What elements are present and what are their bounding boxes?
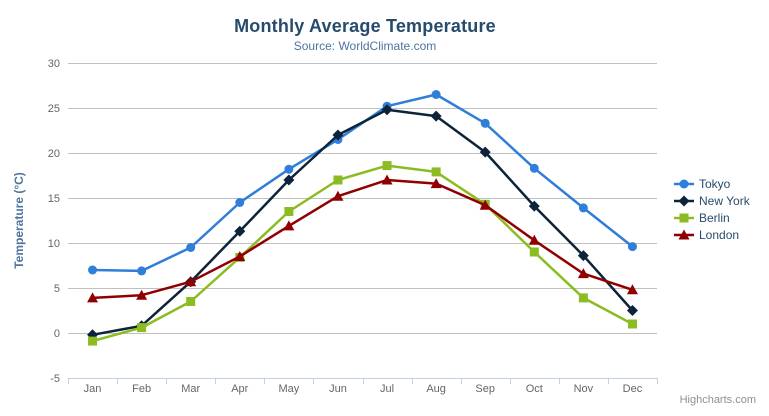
x-axis-label: Sep bbox=[475, 383, 495, 395]
legend-item-london[interactable]: London bbox=[674, 227, 750, 242]
series-line-berlin[interactable] bbox=[91, 164, 634, 343]
legend-label: New York bbox=[699, 193, 750, 208]
y-axis-label: 30 bbox=[48, 58, 60, 70]
series-marker-tokyo[interactable] bbox=[186, 243, 196, 252]
series-marker-tokyo[interactable] bbox=[431, 90, 441, 99]
series-marker-london[interactable] bbox=[136, 289, 148, 300]
x-axis-label: Apr bbox=[231, 383, 248, 395]
series-marker-london[interactable] bbox=[332, 190, 344, 201]
series-marker-berlin[interactable] bbox=[627, 319, 637, 329]
series-marker-london[interactable] bbox=[430, 178, 442, 189]
x-axis-label: Jan bbox=[84, 383, 102, 395]
legend: Tokyo New York Berlin London bbox=[674, 176, 750, 242]
y-axis-title: Temperature (°C) bbox=[12, 172, 26, 269]
chart-title: Monthly Average Temperature bbox=[234, 16, 496, 36]
y-axis-label: 0 bbox=[54, 328, 60, 340]
series-marker-new-york[interactable] bbox=[528, 200, 540, 212]
y-axis-label: 5 bbox=[54, 283, 60, 295]
y-axis-label: 15 bbox=[48, 193, 60, 205]
series-marker-berlin[interactable] bbox=[578, 293, 588, 303]
credits-link[interactable]: Highcharts.com bbox=[679, 394, 756, 406]
x-axis-label: Nov bbox=[574, 383, 594, 395]
series-marker-new-york[interactable] bbox=[430, 110, 442, 122]
series-marker-new-york[interactable] bbox=[577, 250, 589, 262]
series-marker-london[interactable] bbox=[381, 174, 393, 185]
legend-label: Berlin bbox=[699, 210, 730, 225]
series-marker-new-york[interactable] bbox=[283, 174, 295, 186]
series-marker-new-york[interactable] bbox=[479, 146, 491, 158]
series-marker-tokyo[interactable] bbox=[578, 203, 588, 213]
series-marker-berlin[interactable] bbox=[186, 297, 196, 306]
series-line-tokyo[interactable] bbox=[91, 93, 634, 273]
x-axis-label: Jun bbox=[329, 383, 347, 395]
series-marker-new-york[interactable] bbox=[332, 129, 344, 141]
series-marker-tokyo[interactable] bbox=[284, 164, 294, 174]
series-marker-berlin[interactable] bbox=[88, 336, 98, 346]
series-marker-berlin[interactable] bbox=[382, 161, 392, 171]
series-marker-tokyo[interactable] bbox=[627, 242, 637, 252]
series-marker-tokyo[interactable] bbox=[480, 118, 490, 128]
legend-item-berlin[interactable]: Berlin bbox=[674, 210, 750, 225]
y-axis-label: 20 bbox=[48, 148, 60, 160]
series-marker-tokyo[interactable] bbox=[529, 163, 539, 173]
legend-item-new-york[interactable]: New York bbox=[674, 193, 750, 208]
series-line-london[interactable] bbox=[91, 178, 634, 300]
series-marker-new-york[interactable] bbox=[381, 104, 393, 116]
series-marker-london[interactable] bbox=[234, 251, 246, 261]
series-marker-tokyo[interactable] bbox=[88, 265, 98, 275]
legend-symbol-triangle-icon bbox=[674, 229, 694, 239]
context-menu-button[interactable] bbox=[730, 19, 752, 38]
legend-label: London bbox=[699, 227, 740, 242]
legend-label: Tokyo bbox=[699, 176, 731, 191]
legend-symbol-square-icon bbox=[674, 213, 694, 222]
series-marker-berlin[interactable] bbox=[333, 175, 343, 185]
series-marker-berlin[interactable] bbox=[431, 167, 441, 177]
series-marker-london[interactable] bbox=[185, 276, 197, 287]
series-marker-london[interactable] bbox=[626, 284, 638, 295]
x-axis-label: Aug bbox=[426, 383, 446, 395]
x-axis-label: Dec bbox=[623, 383, 643, 395]
series-marker-new-york[interactable] bbox=[626, 305, 638, 316]
series-marker-london[interactable] bbox=[87, 292, 99, 303]
y-axis-label: 10 bbox=[48, 238, 60, 250]
x-axis-label: Mar bbox=[181, 383, 200, 395]
series-marker-tokyo[interactable] bbox=[235, 198, 245, 207]
series-marker-london[interactable] bbox=[283, 220, 295, 231]
x-axis-label: Jul bbox=[380, 383, 394, 395]
series-marker-new-york[interactable] bbox=[234, 225, 246, 237]
series-line-new-york[interactable] bbox=[91, 108, 634, 337]
series-marker-berlin[interactable] bbox=[284, 207, 294, 216]
legend-symbol-circle-icon bbox=[674, 179, 694, 188]
y-axis-label: -5 bbox=[50, 373, 60, 385]
y-axis-label: 25 bbox=[48, 103, 60, 115]
series-marker-berlin[interactable] bbox=[137, 323, 147, 333]
series-marker-berlin[interactable] bbox=[529, 247, 539, 257]
series-marker-tokyo[interactable] bbox=[137, 266, 147, 276]
legend-item-tokyo[interactable]: Tokyo bbox=[674, 176, 750, 191]
chart-subtitle: Source: WorldClimate.com bbox=[293, 39, 437, 53]
series-marker-london[interactable] bbox=[577, 268, 589, 279]
legend-symbol-diamond-icon bbox=[674, 195, 694, 206]
series-marker-london[interactable] bbox=[528, 234, 540, 245]
x-axis-label: Oct bbox=[526, 383, 543, 395]
x-axis-label: Feb bbox=[132, 383, 151, 395]
series-marker-london[interactable] bbox=[479, 199, 491, 210]
x-axis-label: May bbox=[278, 383, 299, 395]
